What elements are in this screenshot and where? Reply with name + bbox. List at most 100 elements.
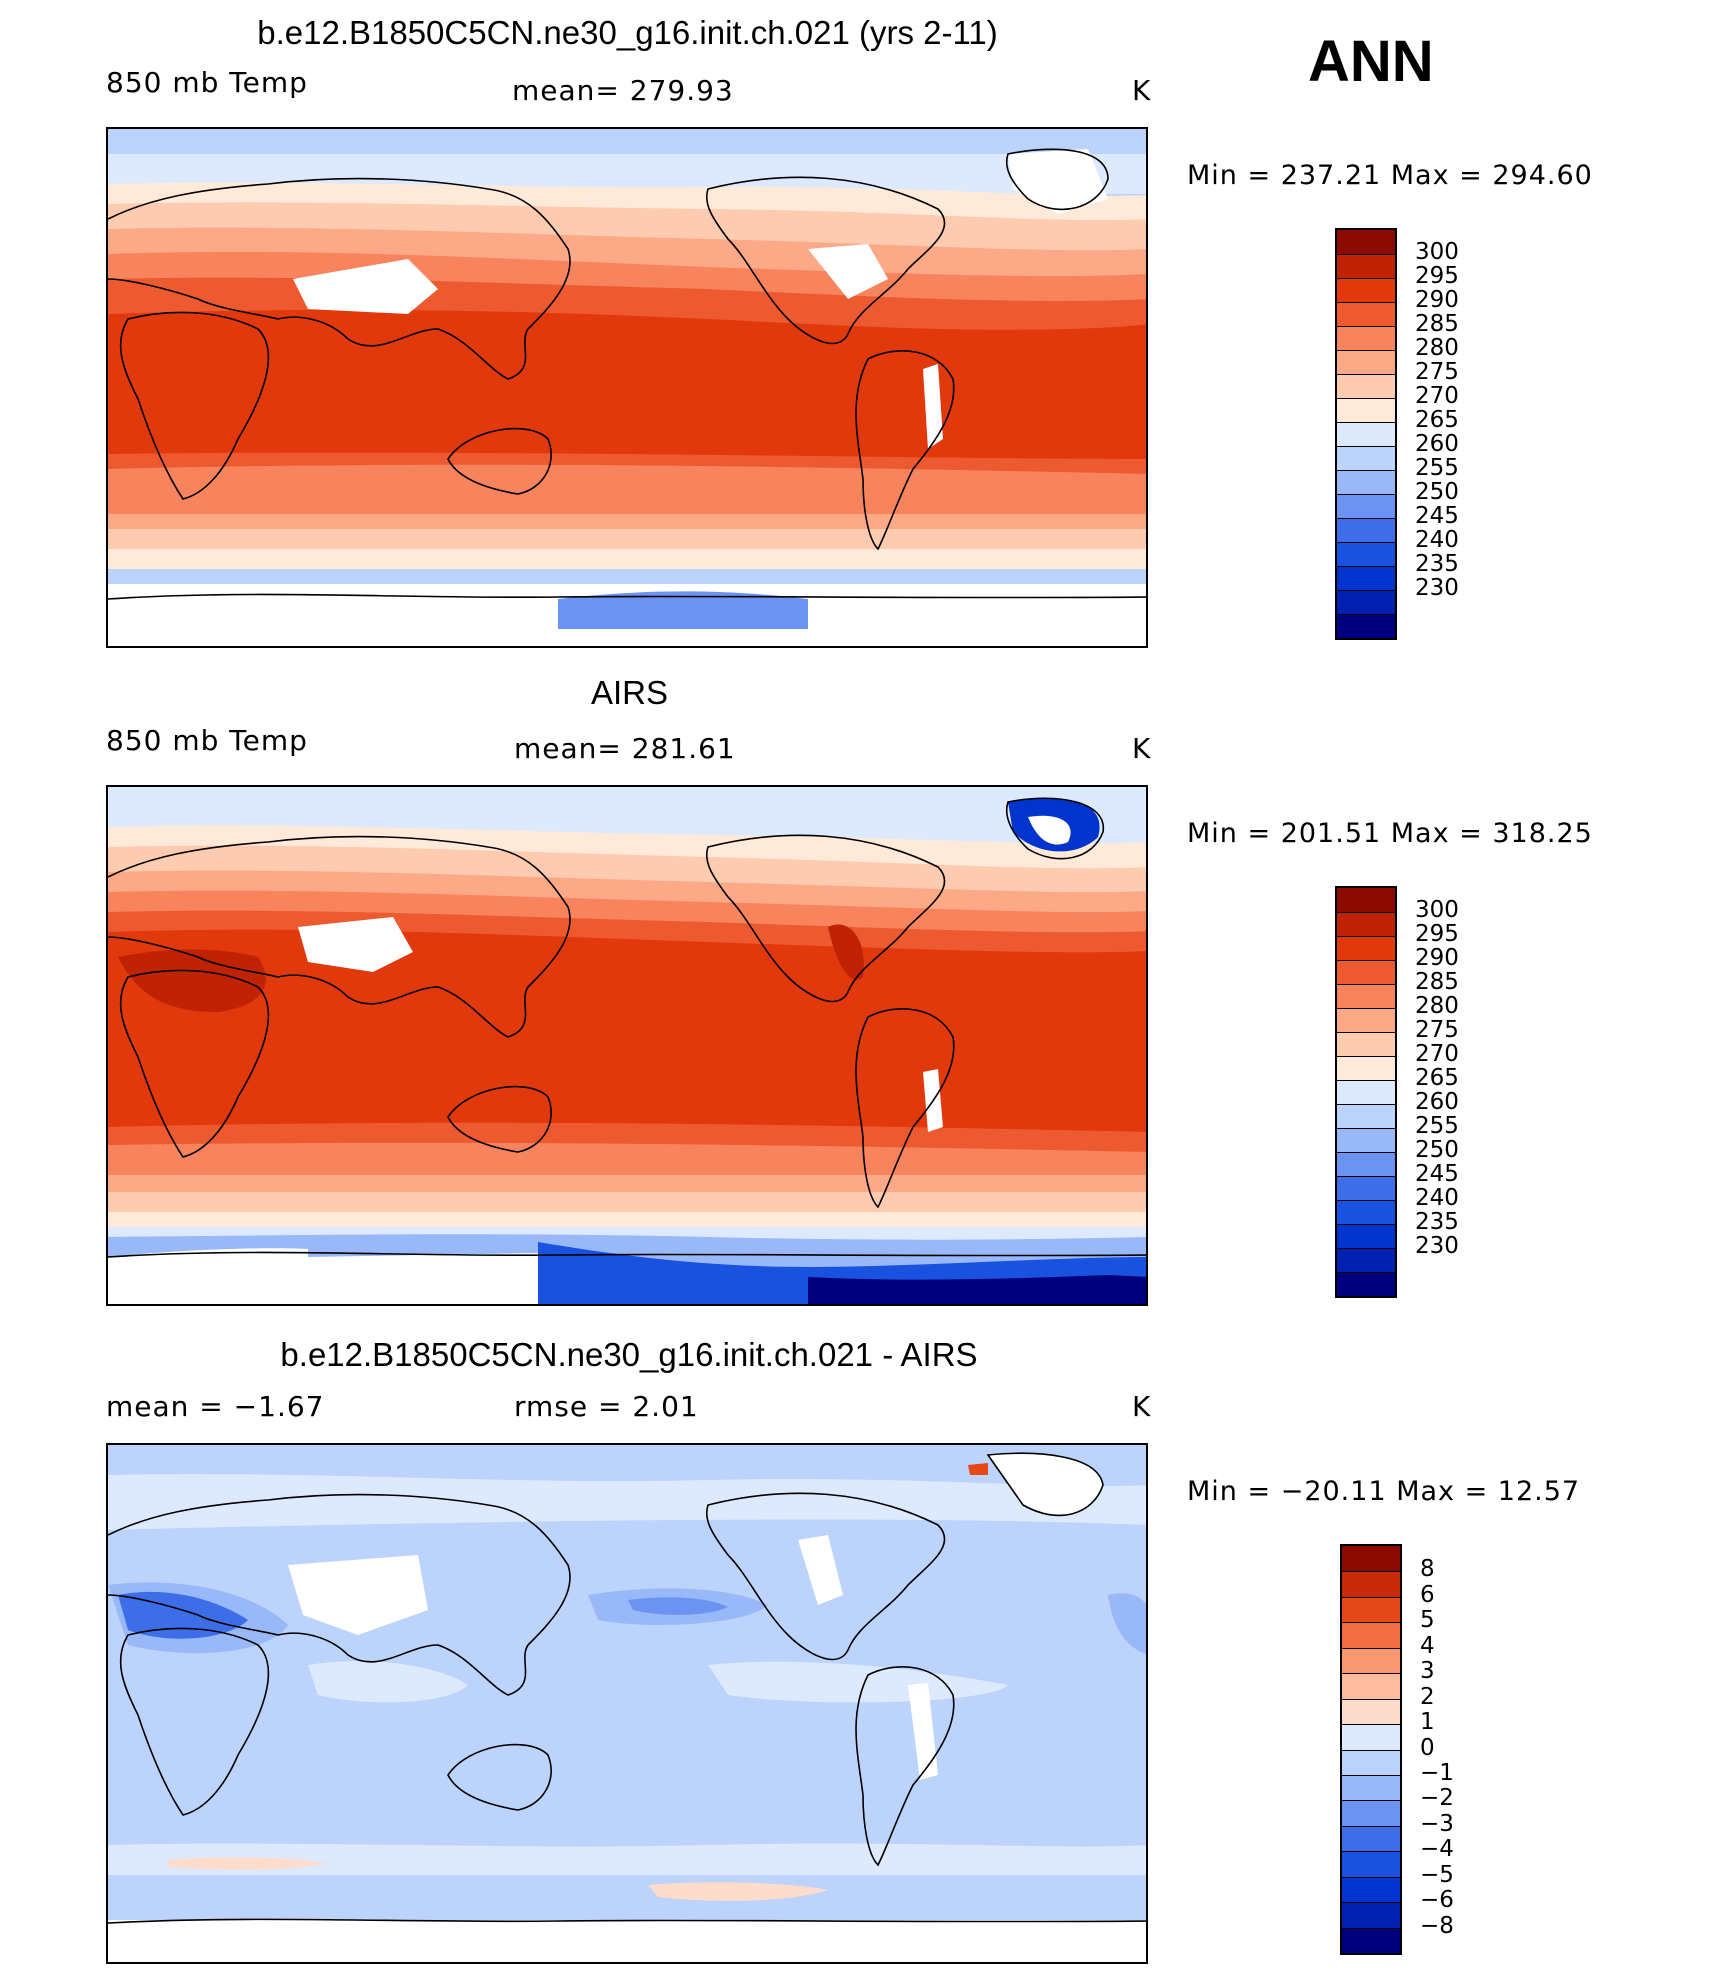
panel3-units-label: K — [1132, 1390, 1152, 1423]
colorbar-tick-label: 260 — [1415, 431, 1459, 457]
panel3-colorbar-bar — [1340, 1544, 1402, 1955]
colorbar-tick-label: −5 — [1420, 1861, 1454, 1888]
colorbar-segment — [1342, 1774, 1400, 1801]
colorbar-segment — [1337, 422, 1395, 446]
colorbar-tick-label: 2 — [1420, 1683, 1435, 1710]
panel1-map-field — [108, 129, 1146, 646]
colorbar-segment — [1337, 494, 1395, 518]
colorbar-segment — [1337, 960, 1395, 984]
colorbar-segment — [1337, 302, 1395, 326]
season-label: ANN — [1308, 29, 1434, 94]
panel2-map-field — [108, 787, 1146, 1304]
panel2-map — [106, 785, 1148, 1306]
colorbar-tick-label: 275 — [1415, 359, 1459, 385]
colorbar-tick-label: 8 — [1420, 1556, 1435, 1583]
colorbar-tick-label: 3 — [1420, 1658, 1435, 1685]
colorbar-segment — [1337, 230, 1395, 254]
colorbar-segment — [1337, 542, 1395, 566]
colorbar-segment — [1342, 1596, 1400, 1623]
colorbar-segment — [1337, 984, 1395, 1008]
colorbar-segment — [1337, 1152, 1395, 1176]
colorbar-tick-label: 265 — [1415, 1065, 1459, 1091]
colorbar-segment — [1337, 1272, 1395, 1296]
panel1-minmax: Min = 237.21 Max = 294.60 — [1187, 160, 1593, 191]
colorbar-tick-label: 6 — [1420, 1581, 1435, 1608]
colorbar-segment — [1337, 518, 1395, 542]
colorbar-segment — [1337, 1200, 1395, 1224]
colorbar-tick-label: 5 — [1420, 1607, 1435, 1634]
colorbar-tick-label: 290 — [1415, 945, 1459, 971]
colorbar-segment — [1337, 888, 1395, 912]
colorbar-tick-label: 295 — [1415, 921, 1459, 947]
colorbar-tick-label: 270 — [1415, 1041, 1459, 1067]
panel2-units-label: K — [1132, 732, 1152, 765]
colorbar-tick-label: 255 — [1415, 455, 1459, 481]
colorbar-tick-label: 0 — [1420, 1734, 1435, 1761]
colorbar-segment — [1342, 1546, 1400, 1572]
panel3-rmse-label: rmse = 2.01 — [514, 1390, 699, 1423]
colorbar-segment — [1342, 1927, 1400, 1953]
colorbar-segment — [1342, 1825, 1400, 1852]
colorbar-segment — [1342, 1876, 1400, 1903]
colorbar-segment — [1342, 1800, 1400, 1826]
colorbar-segment — [1337, 278, 1395, 302]
colorbar-tick-label: 240 — [1415, 1185, 1459, 1211]
colorbar-tick-label: 1 — [1420, 1709, 1435, 1736]
colorbar-segment — [1337, 374, 1395, 398]
colorbar-tick-label: 235 — [1415, 551, 1459, 577]
colorbar-tick-label: −4 — [1420, 1836, 1454, 1863]
panel2-mean-label: mean= 281.61 — [514, 732, 736, 765]
colorbar-segment — [1342, 1622, 1400, 1648]
panel3-title: b.e12.B1850C5CN.ne30_g16.init.ch.021 - A… — [280, 1336, 978, 1373]
colorbar-segment — [1337, 1104, 1395, 1128]
colorbar-segment — [1337, 350, 1395, 374]
colorbar-tick-label: 230 — [1415, 575, 1459, 601]
colorbar-tick-label: −2 — [1420, 1785, 1454, 1812]
colorbar-segment — [1337, 1008, 1395, 1032]
colorbar-tick-label: 300 — [1415, 897, 1459, 923]
colorbar-tick-label: −3 — [1420, 1810, 1454, 1837]
panel3-map-field — [108, 1445, 1146, 1962]
panel2-variable-label: 850 mb Temp — [106, 724, 308, 757]
colorbar-segment — [1342, 1698, 1400, 1725]
panel2-minmax: Min = 201.51 Max = 318.25 — [1187, 818, 1593, 849]
colorbar-segment — [1342, 1902, 1400, 1928]
panel1-title: b.e12.B1850C5CN.ne30_g16.init.ch.021 (yr… — [257, 14, 998, 51]
panel3-mean-label: mean = −1.67 — [106, 1390, 325, 1423]
colorbar-tick-label: 245 — [1415, 1161, 1459, 1187]
colorbar-segment — [1337, 254, 1395, 278]
colorbar-tick-label: 270 — [1415, 383, 1459, 409]
colorbar-segment — [1342, 1724, 1400, 1750]
colorbar-segment — [1337, 590, 1395, 614]
colorbar-tick-label: 285 — [1415, 969, 1459, 995]
colorbar-segment — [1342, 1673, 1400, 1699]
panel1-variable-label: 850 mb Temp — [106, 66, 308, 99]
colorbar-segment — [1337, 1224, 1395, 1248]
colorbar-tick-label: 235 — [1415, 1209, 1459, 1235]
colorbar-tick-label: 230 — [1415, 1233, 1459, 1259]
colorbar-tick-label: 290 — [1415, 287, 1459, 313]
colorbar-segment — [1337, 1080, 1395, 1104]
colorbar-tick-label: 280 — [1415, 335, 1459, 361]
colorbar-segment — [1337, 470, 1395, 494]
colorbar-segment — [1337, 326, 1395, 350]
panel1-mean-label: mean= 279.93 — [512, 74, 734, 107]
panel1-map — [106, 127, 1148, 648]
colorbar-tick-label: 300 — [1415, 239, 1459, 265]
colorbar-tick-label: 250 — [1415, 1137, 1459, 1163]
panel2-colorbar-bar — [1335, 886, 1397, 1298]
colorbar-segment — [1337, 936, 1395, 960]
colorbar-tick-label: −1 — [1420, 1759, 1454, 1786]
colorbar-segment — [1337, 1248, 1395, 1272]
colorbar-segment — [1337, 1128, 1395, 1152]
colorbar-tick-label: 295 — [1415, 263, 1459, 289]
colorbar-tick-label: 255 — [1415, 1113, 1459, 1139]
colorbar-tick-label: 275 — [1415, 1017, 1459, 1043]
colorbar-tick-label: 265 — [1415, 407, 1459, 433]
colorbar-tick-label: 250 — [1415, 479, 1459, 505]
panel1-colorbar-bar — [1335, 228, 1397, 640]
colorbar-segment — [1337, 566, 1395, 590]
colorbar-tick-label: −6 — [1420, 1887, 1454, 1914]
colorbar-segment — [1337, 912, 1395, 936]
panel3-map — [106, 1443, 1148, 1964]
